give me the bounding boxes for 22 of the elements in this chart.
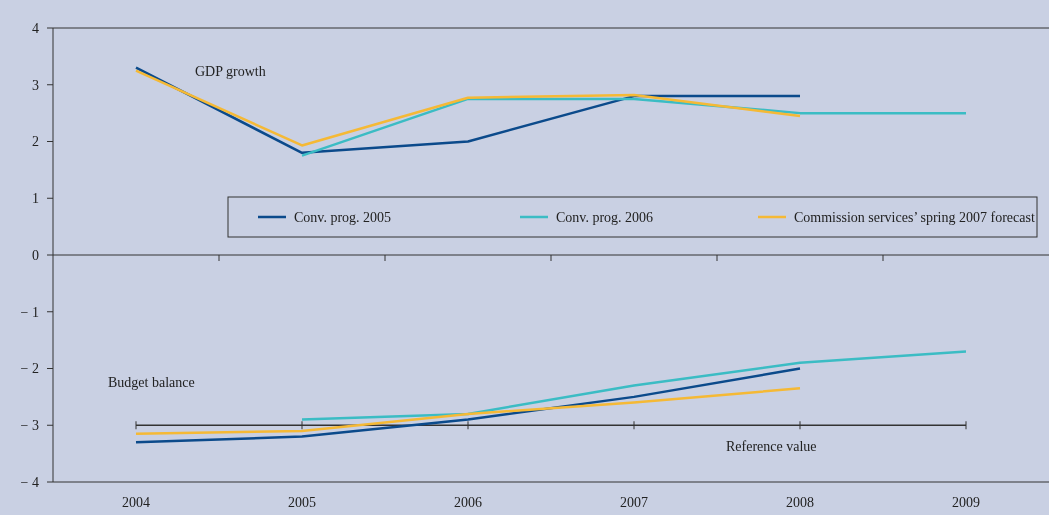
x-tick-label: 2008 (786, 495, 814, 510)
y-tick-label: 1 (32, 191, 39, 207)
y-tick-label: − 2 (20, 361, 39, 377)
x-tick-label: 2007 (620, 495, 648, 510)
y-tick-label: − 3 (20, 418, 39, 434)
y-tick-label: 0 (32, 247, 39, 263)
legend-label: Conv. prog. 2005 (294, 209, 392, 225)
annotation: GDP growth (195, 64, 266, 79)
y-tick-label: − 1 (20, 304, 39, 320)
y-tick-label: 2 (32, 134, 39, 150)
ref-line-label: Reference value (726, 439, 817, 455)
y-tick-label: 4 (32, 20, 39, 36)
x-tick-label: 2004 (122, 495, 150, 510)
x-tick-label: 2005 (288, 495, 316, 510)
legend-label: Conv. prog. 2006 (556, 209, 654, 225)
x-tick-label: 2006 (454, 495, 482, 510)
annotation: Budget balance (108, 375, 195, 390)
y-tick-label: 3 (32, 77, 39, 93)
x-tick-label: 2009 (952, 495, 980, 510)
line-series (300, 350, 968, 421)
y-tick-label: − 4 (20, 474, 39, 490)
legend-label: Commission services’ spring 2007 forecast (794, 209, 1035, 225)
